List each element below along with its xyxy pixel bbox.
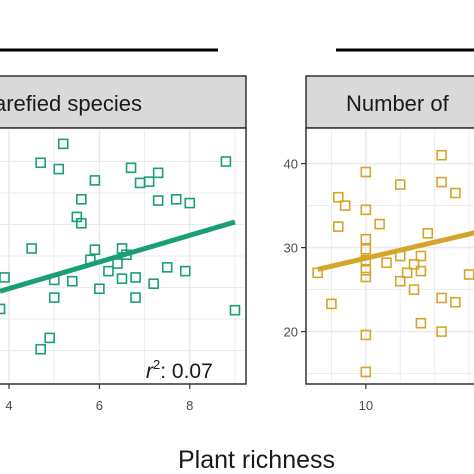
data-point [130, 272, 141, 283]
x-tick-label: 8 [186, 398, 193, 413]
data-point [143, 176, 155, 187]
x-tick-label: 6 [96, 398, 103, 413]
data-point [184, 197, 196, 209]
data-point [381, 257, 392, 269]
strip-title: arefied species [0, 91, 142, 116]
x-tick-label: 10 [359, 398, 373, 413]
data-point [450, 187, 461, 199]
data-point [332, 191, 344, 203]
data-point [35, 157, 46, 169]
r-symbol: r [146, 360, 154, 383]
data-point [0, 272, 10, 283]
data-point [360, 166, 372, 178]
panel-number-of: Number of 10 20 30 40 [284, 75, 474, 413]
data-point [436, 176, 447, 188]
data-point [76, 217, 87, 229]
data-point [408, 284, 420, 295]
data-point [436, 149, 447, 161]
data-point [76, 194, 87, 205]
r-squared-annotation: r2: 0.07 [146, 357, 213, 383]
data-point [408, 259, 420, 270]
data-point [401, 267, 413, 279]
data-point [332, 221, 344, 232]
strip-title: Number of [346, 91, 450, 116]
plot-area [305, 127, 474, 385]
x-tick-label: 4 [5, 398, 12, 413]
r-superscript: 2 [153, 357, 160, 372]
data-point [450, 296, 461, 308]
data-point [415, 317, 427, 329]
data-point [53, 163, 65, 175]
data-point [394, 275, 406, 287]
data-point [94, 283, 105, 295]
points [312, 149, 474, 378]
data-point [130, 292, 141, 303]
data-point [360, 233, 372, 245]
y-tick-label: 20 [284, 325, 298, 340]
strip-background [305, 75, 474, 129]
data-point [26, 243, 37, 254]
data-point [415, 250, 427, 262]
r-squared-value: : 0.07 [160, 360, 213, 383]
data-point [148, 278, 159, 290]
panel-rarefied-species: arefied species 4 6 8 r2: 0.07 [0, 75, 247, 413]
data-point [436, 326, 447, 337]
data-point [360, 254, 372, 266]
data-point [89, 175, 101, 186]
data-point [360, 243, 372, 255]
fit-line [0, 219, 236, 294]
x-ticks: 4 6 8 [5, 384, 193, 413]
x-ticks: 10 [359, 384, 373, 413]
data-point [85, 254, 96, 266]
data-point [103, 265, 114, 277]
data-point [44, 332, 56, 344]
x-axis-title: Plant richness [178, 446, 335, 474]
data-point [339, 200, 351, 211]
y-tick-label: 30 [284, 241, 298, 256]
data-point [360, 366, 372, 378]
data-point [179, 265, 191, 277]
data-point [152, 167, 164, 179]
data-point [35, 343, 46, 355]
data-point [229, 304, 241, 316]
data-point [125, 162, 137, 174]
y-ticks: 20 30 40 [284, 157, 306, 340]
y-tick-label: 40 [284, 157, 298, 172]
data-point [161, 262, 173, 273]
data-point [360, 204, 372, 216]
data-point [48, 274, 60, 286]
data-point [394, 179, 406, 190]
data-point [415, 265, 427, 277]
data-point [312, 267, 323, 279]
data-point [57, 138, 69, 150]
data-point [116, 273, 128, 284]
data-point [422, 228, 434, 239]
data-point [360, 329, 372, 341]
strip-background [0, 75, 247, 129]
data-point [360, 271, 372, 283]
data-point [220, 156, 232, 167]
fit-line-group [0, 219, 236, 294]
data-point [121, 249, 132, 261]
data-point [170, 194, 182, 205]
points [0, 138, 241, 355]
data-point [0, 303, 6, 315]
data-point [326, 298, 337, 310]
data-point [374, 218, 385, 230]
data-point [436, 292, 447, 304]
data-point [394, 250, 406, 262]
data-point [66, 275, 78, 287]
data-point [48, 292, 60, 303]
data-point [112, 258, 123, 269]
data-point [89, 244, 101, 255]
data-point [152, 195, 164, 206]
data-point [360, 264, 372, 276]
